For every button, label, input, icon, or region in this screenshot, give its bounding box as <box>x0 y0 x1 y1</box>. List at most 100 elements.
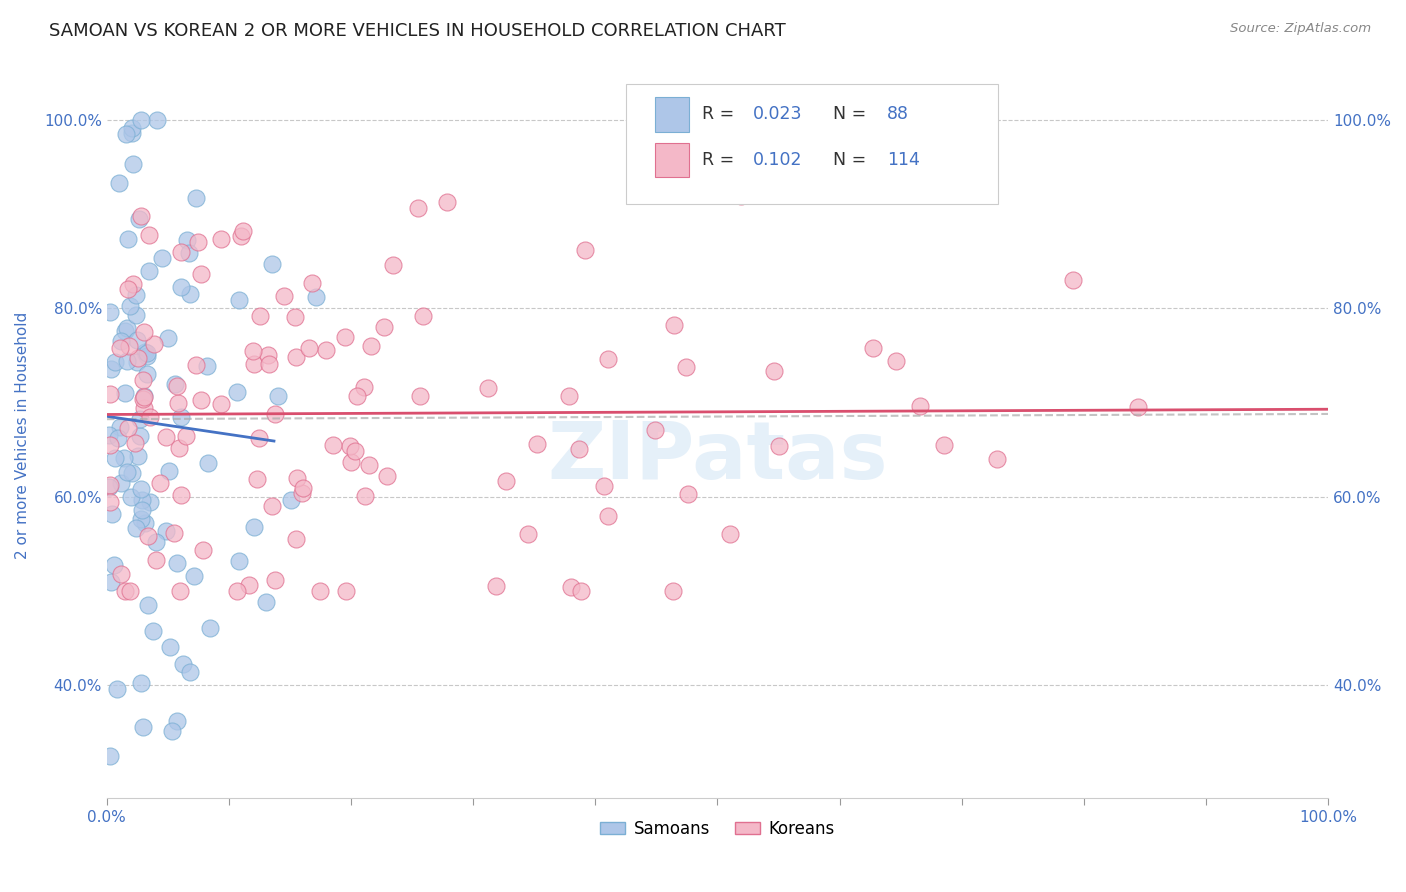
Point <box>183 568 205 582</box>
Point <box>862 342 884 356</box>
Point <box>309 584 332 599</box>
Point <box>228 293 250 307</box>
Point <box>136 529 159 543</box>
Point <box>128 211 150 226</box>
Text: N =: N = <box>834 151 872 169</box>
Point <box>132 720 155 734</box>
Point <box>128 412 150 426</box>
Point <box>569 584 592 599</box>
Text: Source: ZipAtlas.com: Source: ZipAtlas.com <box>1230 22 1371 36</box>
Point <box>136 345 159 359</box>
Point <box>138 227 160 242</box>
Point <box>131 493 153 508</box>
Point <box>264 407 287 421</box>
Point <box>100 362 122 376</box>
Point <box>354 489 377 503</box>
Point <box>195 359 218 374</box>
Point <box>169 584 191 599</box>
Point <box>105 681 128 696</box>
Point <box>267 389 290 403</box>
Point <box>117 232 139 246</box>
Point <box>132 390 155 404</box>
Point <box>120 584 142 599</box>
Point <box>321 437 343 451</box>
Text: 88: 88 <box>887 105 910 123</box>
Point <box>256 348 278 362</box>
Point <box>117 282 139 296</box>
Point <box>132 392 155 406</box>
Point <box>315 343 337 357</box>
Bar <box>655 97 689 132</box>
Point <box>254 595 277 609</box>
Point <box>146 113 169 128</box>
Point <box>136 368 159 382</box>
Point <box>124 436 146 450</box>
Point <box>129 676 152 690</box>
Point <box>98 749 121 764</box>
Text: R =: R = <box>702 151 740 169</box>
Point <box>209 232 232 246</box>
Point <box>335 584 357 599</box>
Point <box>157 464 180 478</box>
Point <box>574 243 596 257</box>
Text: N =: N = <box>834 105 872 123</box>
Point <box>190 267 212 281</box>
Point <box>125 309 148 323</box>
Point <box>718 526 741 541</box>
Point <box>136 349 159 363</box>
Point <box>280 492 302 507</box>
Point <box>104 355 127 369</box>
Point <box>436 194 458 209</box>
Point <box>360 338 382 352</box>
Point <box>120 490 142 504</box>
Text: SAMOAN VS KOREAN 2 OR MORE VEHICLES IN HOUSEHOLD CORRELATION CHART: SAMOAN VS KOREAN 2 OR MORE VEHICLES IN H… <box>49 22 786 40</box>
Y-axis label: 2 or more Vehicles in Household: 2 or more Vehicles in Household <box>15 312 30 559</box>
Point <box>132 389 155 403</box>
Point <box>644 423 666 437</box>
Point <box>148 475 170 490</box>
Text: 114: 114 <box>887 151 920 169</box>
Point <box>273 289 295 303</box>
Point <box>247 431 270 445</box>
Point <box>343 443 366 458</box>
Point <box>243 357 266 371</box>
Point <box>291 485 314 500</box>
Point <box>373 319 395 334</box>
Point <box>301 276 323 290</box>
Point <box>128 429 150 443</box>
Point <box>246 472 269 486</box>
Point <box>339 439 361 453</box>
Point <box>934 438 956 452</box>
Point <box>155 524 177 538</box>
Point <box>675 359 697 374</box>
Point <box>285 350 308 364</box>
Point <box>139 495 162 509</box>
Point <box>104 450 127 465</box>
Point <box>170 409 193 424</box>
Point <box>661 584 683 599</box>
Point <box>100 438 122 452</box>
Point <box>118 299 141 313</box>
Point <box>730 189 752 203</box>
Text: 0.102: 0.102 <box>752 151 803 169</box>
Point <box>285 532 308 546</box>
Point <box>335 330 357 344</box>
Point <box>353 379 375 393</box>
Point <box>142 624 165 638</box>
Point <box>1062 273 1084 287</box>
Point <box>112 450 135 465</box>
Point <box>100 387 122 401</box>
Point <box>238 577 260 591</box>
Point <box>163 525 186 540</box>
Point <box>155 430 177 444</box>
Point <box>110 475 132 490</box>
Point <box>100 478 122 492</box>
Point <box>134 516 156 530</box>
Point <box>200 621 222 635</box>
Point <box>169 244 191 259</box>
Point <box>260 499 283 513</box>
Point <box>100 575 122 590</box>
Point <box>167 442 190 456</box>
Point <box>132 401 155 415</box>
Point <box>229 229 252 244</box>
